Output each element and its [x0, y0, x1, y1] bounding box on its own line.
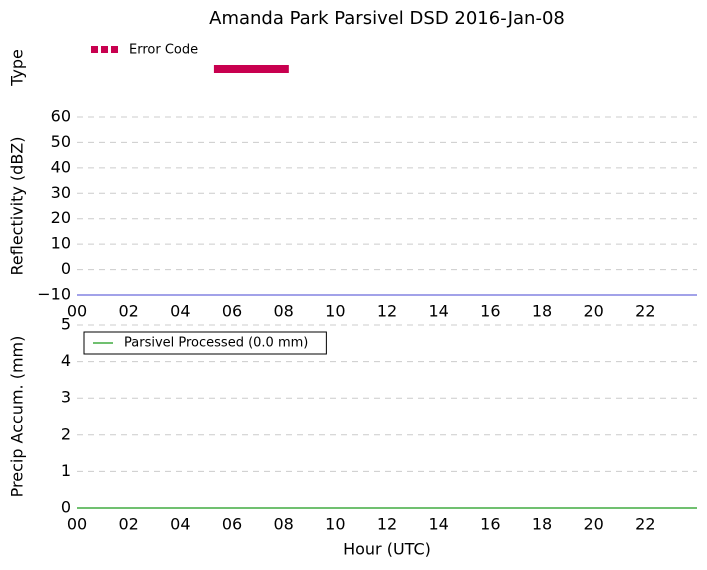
y-axis-label: Type: [8, 49, 27, 87]
x-tick-label: 16: [480, 302, 500, 321]
y-tick-label: 2: [61, 424, 71, 443]
x-tick-label: 18: [532, 515, 552, 534]
x-tick-label: 14: [428, 302, 448, 321]
x-tick-label: 20: [583, 515, 603, 534]
legend-swatch: [101, 46, 108, 53]
x-tick-label: 22: [635, 302, 655, 321]
x-tick-label: 00: [67, 302, 87, 321]
x-tick-label: 18: [532, 302, 552, 321]
x-tick-label: 04: [170, 302, 190, 321]
y-tick-label: 10: [51, 234, 71, 253]
legend-swatch: [111, 46, 118, 53]
y-tick-label: 20: [51, 208, 71, 227]
legend-label: Error Code: [129, 43, 198, 58]
y-tick-label: 50: [51, 132, 71, 151]
legend-swatch: [91, 46, 98, 53]
y-tick-label: 60: [51, 107, 71, 126]
y-axis-label: Reflectivity (dBZ): [8, 137, 27, 276]
y-tick-label: 0: [61, 259, 71, 278]
y-tick-label: 3: [61, 388, 71, 407]
x-tick-label: 12: [377, 515, 397, 534]
x-tick-label: 12: [377, 302, 397, 321]
x-tick-label: 16: [480, 515, 500, 534]
x-tick-label: 06: [222, 515, 242, 534]
x-tick-label: 02: [118, 302, 138, 321]
y-tick-label: 5: [61, 315, 71, 334]
x-tick-label: 22: [635, 515, 655, 534]
x-tick-label: 04: [170, 515, 190, 534]
x-tick-label: 20: [583, 302, 603, 321]
y-axis-label: Precip Accum. (mm): [8, 336, 27, 498]
x-tick-label: 00: [67, 515, 87, 534]
chart-title: Amanda Park Parsivel DSD 2016-Jan-08: [209, 8, 565, 29]
x-tick-label: 08: [273, 302, 293, 321]
y-tick-label: −10: [37, 285, 71, 304]
x-tick-label: 14: [428, 515, 448, 534]
y-tick-label: 30: [51, 183, 71, 202]
y-tick-label: 0: [61, 498, 71, 517]
x-axis-label: Hour (UTC): [343, 540, 431, 559]
x-tick-label: 02: [118, 515, 138, 534]
error-span: [213, 65, 289, 73]
x-tick-label: 06: [222, 302, 242, 321]
legend-box: [83, 331, 327, 355]
x-tick-label: 08: [273, 515, 293, 534]
y-tick-label: 40: [51, 157, 71, 176]
x-tick-label: 10: [325, 302, 345, 321]
legend-label: Parsivel Processed (0.0 mm): [124, 336, 308, 351]
x-tick-label: 10: [325, 515, 345, 534]
y-tick-label: 4: [61, 351, 71, 370]
y-tick-label: 1: [61, 461, 71, 480]
